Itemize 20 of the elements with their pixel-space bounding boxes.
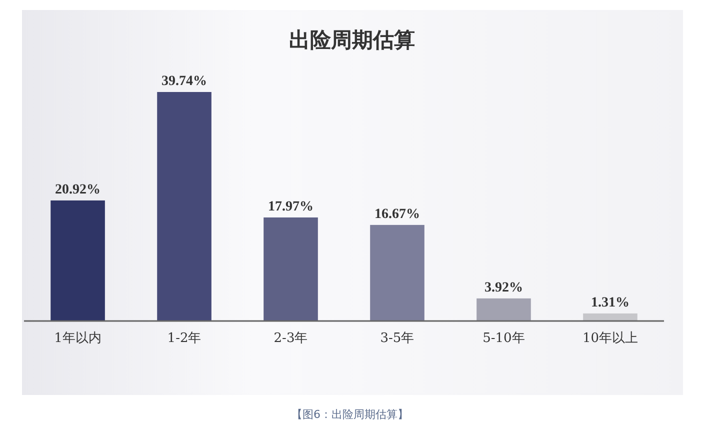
x-tick-label: 1-2年 — [167, 331, 202, 346]
bar — [476, 298, 531, 321]
data-label: 1.31% — [590, 295, 630, 310]
x-tick-label: 10年以上 — [582, 331, 638, 346]
bar — [264, 217, 318, 321]
data-label: 39.74% — [162, 74, 208, 89]
data-label: 16.67% — [374, 206, 420, 222]
text: 【图6：出险周期估算】 — [292, 408, 408, 421]
chart-title: 出险周期估算 — [289, 27, 415, 52]
x-tick-label: 3-5年 — [380, 331, 414, 346]
x-tick-label: 1年以内 — [54, 331, 102, 346]
bar — [50, 200, 105, 321]
bar — [157, 92, 212, 321]
bar — [370, 224, 424, 321]
data-label: 20.92% — [55, 182, 101, 198]
bar — [583, 313, 638, 321]
data-label: 17.97% — [268, 199, 314, 214]
x-tick-label: 2-3年 — [274, 331, 308, 346]
data-label: 3.92% — [484, 280, 523, 296]
x-tick-label: 5-10年 — [482, 331, 525, 346]
